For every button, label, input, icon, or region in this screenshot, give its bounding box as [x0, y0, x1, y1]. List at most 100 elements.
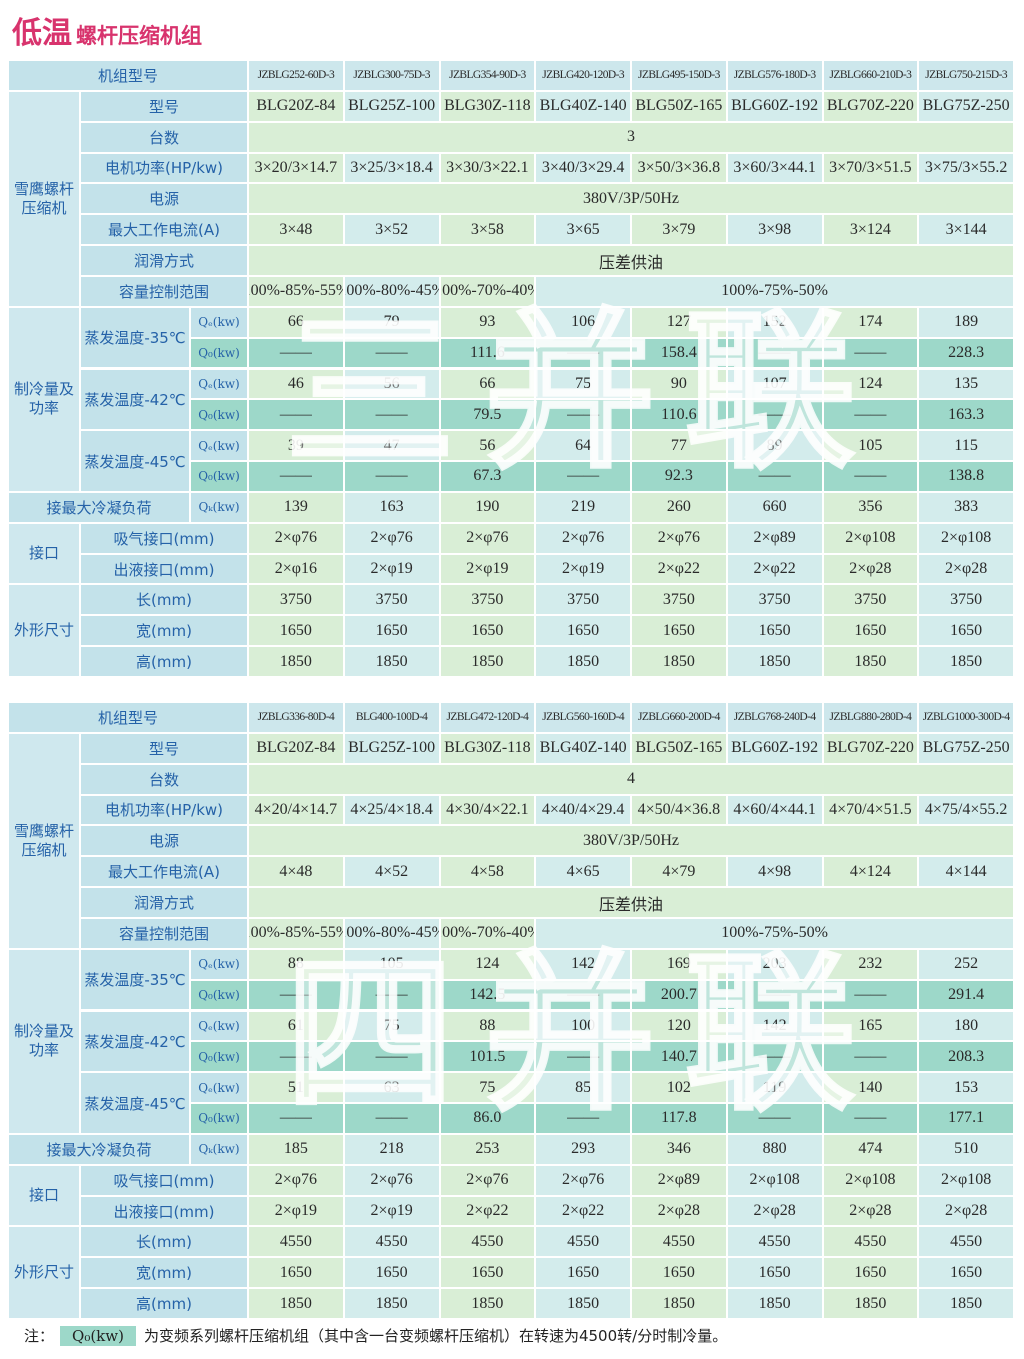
value-cell: ——	[248, 337, 344, 369]
value-cell: ——	[726, 337, 823, 369]
value-cell: 3×58	[439, 214, 536, 246]
value-cell: 压差供油	[248, 245, 1014, 276]
value-cell: JZBLG420-120D-3	[535, 60, 631, 91]
value-cell: 203	[726, 948, 823, 980]
value-cell: ——	[822, 1103, 919, 1134]
value-cell: 110.6	[631, 399, 727, 431]
value-cell: ——	[535, 461, 631, 492]
value-cell: 293	[535, 1133, 631, 1165]
value-cell: 2×φ22	[631, 553, 727, 585]
value-cell: ——	[343, 979, 440, 1011]
value-cell: JZBLG768-240D-4	[726, 702, 823, 733]
value-cell: 3×40/3×29.4	[535, 152, 631, 184]
value-cell: 177.1	[918, 1103, 1014, 1134]
value-cell: 3×65	[535, 214, 631, 246]
unit-label: Qₑ(kw)	[190, 306, 248, 338]
row-label: 型号	[80, 90, 248, 122]
value-cell: 1650	[726, 1257, 823, 1289]
row-label: 容量控制范围	[80, 917, 248, 949]
value-cell: 1850	[631, 1288, 727, 1319]
value-cell: 4×40/4×29.4	[535, 794, 631, 826]
row-label: 电源	[80, 183, 248, 215]
value-cell: 66	[248, 306, 344, 338]
value-cell: JZBLG576-180D-3	[726, 60, 823, 91]
value-cell: 4	[248, 763, 1014, 795]
unit-label: Q₀(kw)	[190, 337, 248, 369]
value-cell: 218	[343, 1133, 440, 1165]
value-cell: 1850	[343, 1288, 440, 1319]
value-cell: BLG70Z-220	[822, 90, 919, 122]
value-cell: 4×25/4×18.4	[343, 794, 440, 826]
row-label: 蒸发温度-35℃	[80, 948, 190, 1011]
row-label: 电机功率(HP/kw)	[80, 152, 248, 184]
value-cell: ——	[248, 461, 344, 492]
value-cell: 47	[343, 430, 440, 462]
value-cell: 189	[918, 306, 1014, 338]
value-cell: 152	[726, 306, 823, 338]
value-cell: BLG40Z-140	[535, 90, 631, 122]
value-cell: 474	[822, 1133, 919, 1165]
value-cell: 2×φ22	[726, 553, 823, 585]
note: 注： Q₀(kw) 为变频系列螺杆压缩机组（其中含一台变频螺杆压缩机）在转速为4…	[24, 1325, 727, 1346]
value-cell: ——	[343, 1103, 440, 1134]
unit-label: Q₀(kw)	[190, 979, 248, 1011]
value-cell: 2×φ108	[822, 1164, 919, 1196]
value-cell: 346	[631, 1133, 727, 1165]
value-cell: 219	[535, 491, 631, 523]
value-cell: 3×25/3×18.4	[343, 152, 440, 184]
value-cell: 3750	[248, 584, 344, 616]
value-cell: BLG400-100D-4	[343, 702, 440, 733]
value-cell: 2×φ19	[343, 1195, 440, 1227]
value-cell: 56	[343, 368, 440, 400]
value-cell: 140	[822, 1072, 919, 1104]
value-cell: 4550	[726, 1226, 823, 1258]
value-cell: 1850	[726, 646, 823, 677]
value-cell: ——	[535, 1103, 631, 1134]
value-cell: 4×98	[726, 856, 823, 888]
value-cell: ——	[248, 1041, 344, 1073]
value-cell: 100%-70%-40%	[439, 275, 536, 307]
value-cell: 880	[726, 1133, 823, 1165]
value-cell: 106	[535, 306, 631, 338]
value-cell: JZBLG560-160D-4	[535, 702, 631, 733]
value-cell: ——	[343, 1041, 440, 1073]
value-cell: 158.4	[631, 337, 727, 369]
value-cell: BLG20Z-84	[248, 732, 344, 764]
value-cell: 232	[822, 948, 919, 980]
value-cell: 253	[439, 1133, 536, 1165]
value-cell: 102	[631, 1072, 727, 1104]
unit-label: Q₀(kw)	[190, 461, 248, 492]
value-cell: ——	[726, 399, 823, 431]
value-cell: 291.4	[918, 979, 1014, 1011]
unit-label: Qₑ(kw)	[190, 948, 248, 980]
value-cell: 3750	[822, 584, 919, 616]
note-key: Q₀(kw)	[60, 1325, 136, 1346]
value-cell: ——	[248, 1103, 344, 1134]
value-cell: 3×30/3×22.1	[439, 152, 536, 184]
value-cell: 4×124	[822, 856, 919, 888]
value-cell: 510	[918, 1133, 1014, 1165]
value-cell: 4×48	[248, 856, 344, 888]
value-cell: 1850	[631, 646, 727, 677]
value-cell: JZBLG354-90D-3	[439, 60, 536, 91]
value-cell: 4550	[631, 1226, 727, 1258]
row-label: 台数	[80, 121, 248, 153]
value-cell: JZBLG660-210D-3	[822, 60, 919, 91]
value-cell: 2×φ28	[822, 1195, 919, 1227]
value-cell: ——	[343, 399, 440, 431]
value-cell: 1650	[631, 1257, 727, 1289]
value-cell: 2×φ76	[343, 1164, 440, 1196]
value-cell: 75	[439, 1072, 536, 1104]
value-cell: 51	[248, 1072, 344, 1104]
value-cell: 163.3	[918, 399, 1014, 431]
group-label: 外形尺寸	[8, 584, 80, 677]
row-label: 出液接口(mm)	[80, 553, 248, 585]
value-cell: 100	[535, 1010, 631, 1042]
value-cell: JZBLG472-120D-4	[439, 702, 536, 733]
value-cell: 208.3	[918, 1041, 1014, 1073]
value-cell: 163	[343, 491, 440, 523]
value-cell: ——	[726, 461, 823, 492]
value-cell: 1650	[248, 615, 344, 647]
value-cell: 105	[822, 430, 919, 462]
